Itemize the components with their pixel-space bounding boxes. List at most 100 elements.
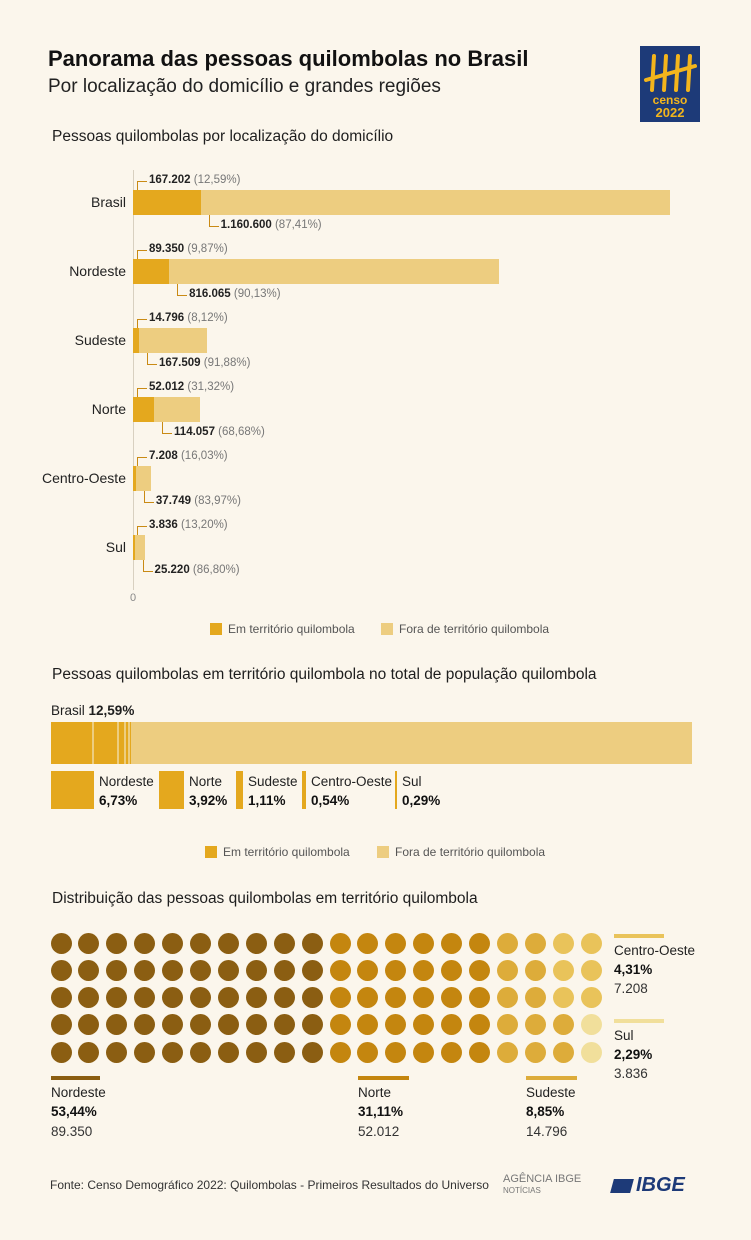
chart2-legend-outside: Fora de território quilombola xyxy=(377,845,545,859)
waffle-dot-nordeste xyxy=(78,1041,100,1063)
waffle-dot-norte xyxy=(441,932,463,954)
chart1-leader-outside-h xyxy=(142,571,153,572)
agencia-ibge-logo: AGÊNCIA IBGE NOTÍCIAS xyxy=(503,1174,581,1196)
waffle-dot-nordeste xyxy=(301,987,323,1009)
waffle-dot-nordeste xyxy=(217,1041,239,1063)
chart1-pct-outside: (91,88%) xyxy=(200,357,251,369)
waffle-dot-nordeste xyxy=(217,932,239,954)
chart1-label-inside: 52.012 (31,32%) xyxy=(149,381,234,393)
chart2-total-label: Brasil xyxy=(51,703,85,718)
waffle-dot-nordeste xyxy=(245,959,267,981)
waffle-dot-sudeste xyxy=(496,959,518,981)
waffle-dot-nordeste xyxy=(50,959,72,981)
waffle-region-label: Sudeste xyxy=(526,1085,576,1100)
legend-label-outside: Fora de território quilombola xyxy=(395,845,546,859)
chart2-total-value: 12,59% xyxy=(88,703,135,718)
waffle-dot-centro-oeste xyxy=(580,932,602,954)
waffle-dot-centro-oeste xyxy=(552,932,574,954)
legend-swatch-inside xyxy=(205,846,217,858)
waffle-dot-nordeste xyxy=(78,932,100,954)
waffle-dot-nordeste xyxy=(217,987,239,1009)
waffle-dot-nordeste xyxy=(162,987,184,1009)
waffle-dot-norte xyxy=(357,959,379,981)
chart1-bar-outside xyxy=(154,397,201,422)
chart1-value-outside: 37.749 xyxy=(155,495,192,507)
chart2-region-block xyxy=(51,771,94,809)
waffle-dot-nordeste xyxy=(301,959,323,981)
chart1-pct-inside: (16,03%) xyxy=(177,450,228,462)
waffle-dot-centro-oeste xyxy=(580,987,602,1009)
waffle-dot-nordeste xyxy=(134,987,156,1009)
chart1-bar-inside xyxy=(133,259,170,284)
ibge-logo-text: IBGE xyxy=(636,1174,685,1196)
chart1-category-label: Nordeste xyxy=(69,263,126,279)
waffle-dot-sudeste xyxy=(524,987,546,1009)
waffle-dot-norte xyxy=(413,987,435,1009)
chart1-category-label: Sudeste xyxy=(74,332,126,348)
chart2-total-label-group: Brasil 12,59% xyxy=(51,703,134,718)
chart1-label-outside: 816.065 (90,13%) xyxy=(189,288,280,300)
chart1-pct-outside: (83,97%) xyxy=(191,495,241,507)
waffle-dot-nordeste xyxy=(245,987,267,1009)
waffle-dot-sudeste xyxy=(552,1014,574,1036)
waffle-region-percent: 53,44% xyxy=(51,1104,97,1119)
waffle-region-label: Norte xyxy=(358,1085,392,1100)
chart1-value-inside: 3.836 xyxy=(149,519,178,531)
chart1-leader-outside xyxy=(146,353,148,364)
waffle-dot-nordeste xyxy=(78,959,100,981)
chart1-leader-inside xyxy=(137,181,138,190)
waffle-dot-norte xyxy=(413,1014,435,1036)
waffle-dot-nordeste xyxy=(217,959,239,981)
waffle-dot-nordeste xyxy=(190,1041,211,1063)
waffle-dot-nordeste xyxy=(217,1014,239,1036)
waffle-dot-norte xyxy=(385,1014,407,1036)
waffle-dot-norte xyxy=(385,959,407,981)
waffle-dot-nordeste xyxy=(162,1041,184,1063)
chart1-category-label: Sul xyxy=(105,539,126,555)
chart1-label-outside: 167.509 (91,88%) xyxy=(159,357,250,369)
chart1-pct-outside: (68,68%) xyxy=(214,426,265,438)
waffle-dot-nordeste xyxy=(134,932,156,954)
waffle-dot-nordeste xyxy=(134,959,156,981)
chart1-pct-inside: (31,32%) xyxy=(184,381,235,393)
chart1-bar-outside xyxy=(138,328,207,353)
chart1-value-inside: 52.012 xyxy=(149,381,185,393)
chart1-leader-outside-h xyxy=(146,364,157,365)
ibge-logo: IBGE xyxy=(610,1174,685,1197)
waffle-dot-norte xyxy=(441,1041,463,1063)
waffle-dot-nordeste xyxy=(301,1041,323,1063)
chart2-bar-segment xyxy=(51,722,93,764)
waffle-dot-nordeste xyxy=(273,1041,295,1063)
tally-marks-icon: censo 2022 xyxy=(644,54,697,120)
chart1-bar-inside xyxy=(133,466,136,491)
legend-swatch-outside xyxy=(377,846,389,858)
waffle-dot-nordeste xyxy=(301,1014,323,1036)
waffle-dot-centro-oeste xyxy=(552,987,574,1009)
chart2-region-block xyxy=(302,771,306,809)
chart1-leader-outside-h xyxy=(143,502,154,503)
chart1-legend-outside: Fora de território quilombola xyxy=(381,622,549,636)
chart1-bar-inside xyxy=(133,397,155,422)
chart2-region-block xyxy=(236,771,243,809)
waffle-dot-sul xyxy=(580,1041,602,1063)
chart1-leader-inside-h xyxy=(137,388,147,389)
waffle-legend-bar xyxy=(614,1019,664,1023)
waffle-dot-nordeste xyxy=(162,932,184,954)
chart1-label-inside: 3.836 (13,20%) xyxy=(149,519,228,531)
waffle-dot-nordeste xyxy=(273,1014,295,1036)
waffle-dot-norte xyxy=(441,1014,463,1036)
chart1-leader-inside xyxy=(137,388,138,397)
chart1-leader-inside-h xyxy=(137,457,147,458)
chart1-leader-inside xyxy=(137,457,138,466)
chart2-region-label: Sul xyxy=(402,774,422,789)
waffle-dot-nordeste xyxy=(190,959,211,981)
chart2-region-value: 1,11% xyxy=(248,793,286,808)
waffle-dot-sudeste xyxy=(524,959,546,981)
source-note: Fonte: Censo Demográfico 2022: Quilombol… xyxy=(50,1178,489,1192)
waffle-dot-norte xyxy=(441,987,463,1009)
chart1-label-outside: 37.749 (83,97%) xyxy=(156,495,241,507)
waffle-region-count: 14.796 xyxy=(526,1124,568,1139)
chart1-leader-inside-h xyxy=(137,526,147,527)
chart1-category-label: Norte xyxy=(91,401,126,417)
waffle-dot-nordeste xyxy=(301,932,323,954)
